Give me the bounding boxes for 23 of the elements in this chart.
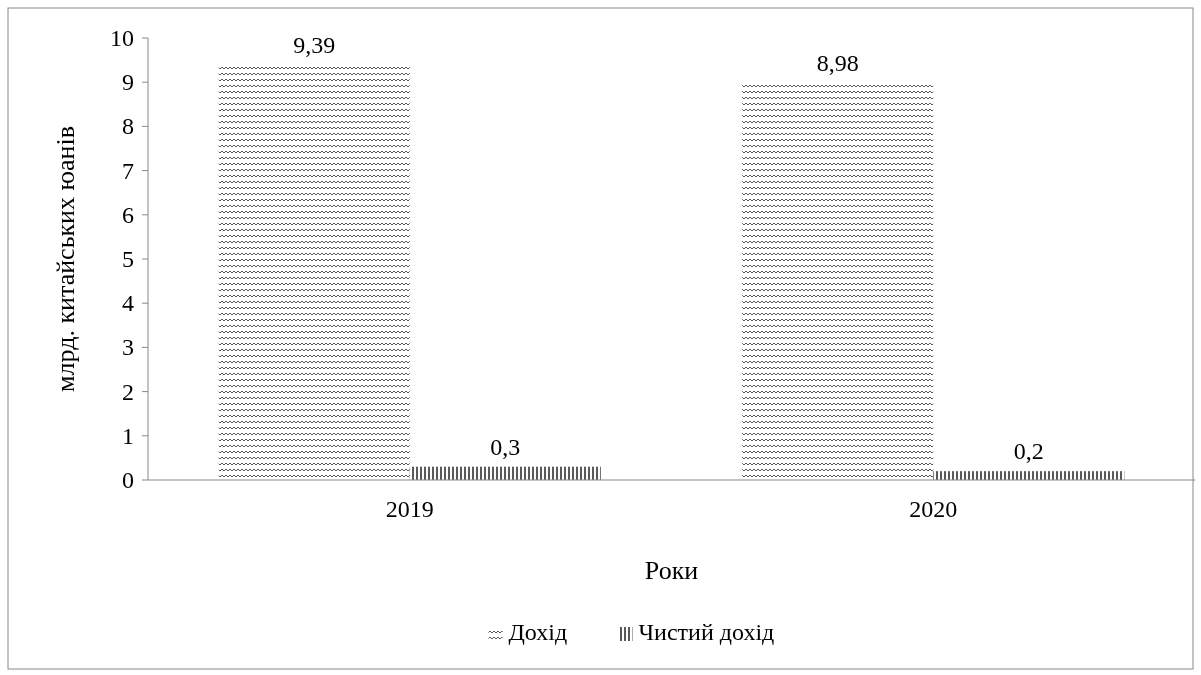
x-axis-title: Роки <box>644 556 699 585</box>
y-tick-label: 6 <box>122 201 134 228</box>
bar <box>409 466 601 480</box>
y-tick-label: 8 <box>122 113 134 140</box>
x-tick-label: 2020 <box>909 496 958 522</box>
bar <box>933 471 1125 480</box>
data-label: 0,2 <box>1013 438 1044 465</box>
data-label: 0,3 <box>490 433 521 460</box>
legend-label: Дохід <box>508 619 568 645</box>
y-tick-label: 10 <box>110 25 134 51</box>
data-label: 9,39 <box>293 31 336 58</box>
data-label: 8,98 <box>816 50 859 77</box>
x-tick-label: 2019 <box>385 496 434 522</box>
y-tick-label: 7 <box>122 157 134 184</box>
y-tick-label: 5 <box>122 246 134 272</box>
y-tick-label: 0 <box>122 467 134 493</box>
y-tick-label: 9 <box>122 69 134 96</box>
y-tick-label: 2 <box>122 378 134 405</box>
y-tick-label: 4 <box>122 290 134 317</box>
legend-label: Чистий дохід <box>638 619 775 645</box>
y-axis-title: млрд. китайських юанів <box>51 126 80 392</box>
y-tick-label: 3 <box>122 334 134 361</box>
y-tick-label: 1 <box>122 422 134 449</box>
